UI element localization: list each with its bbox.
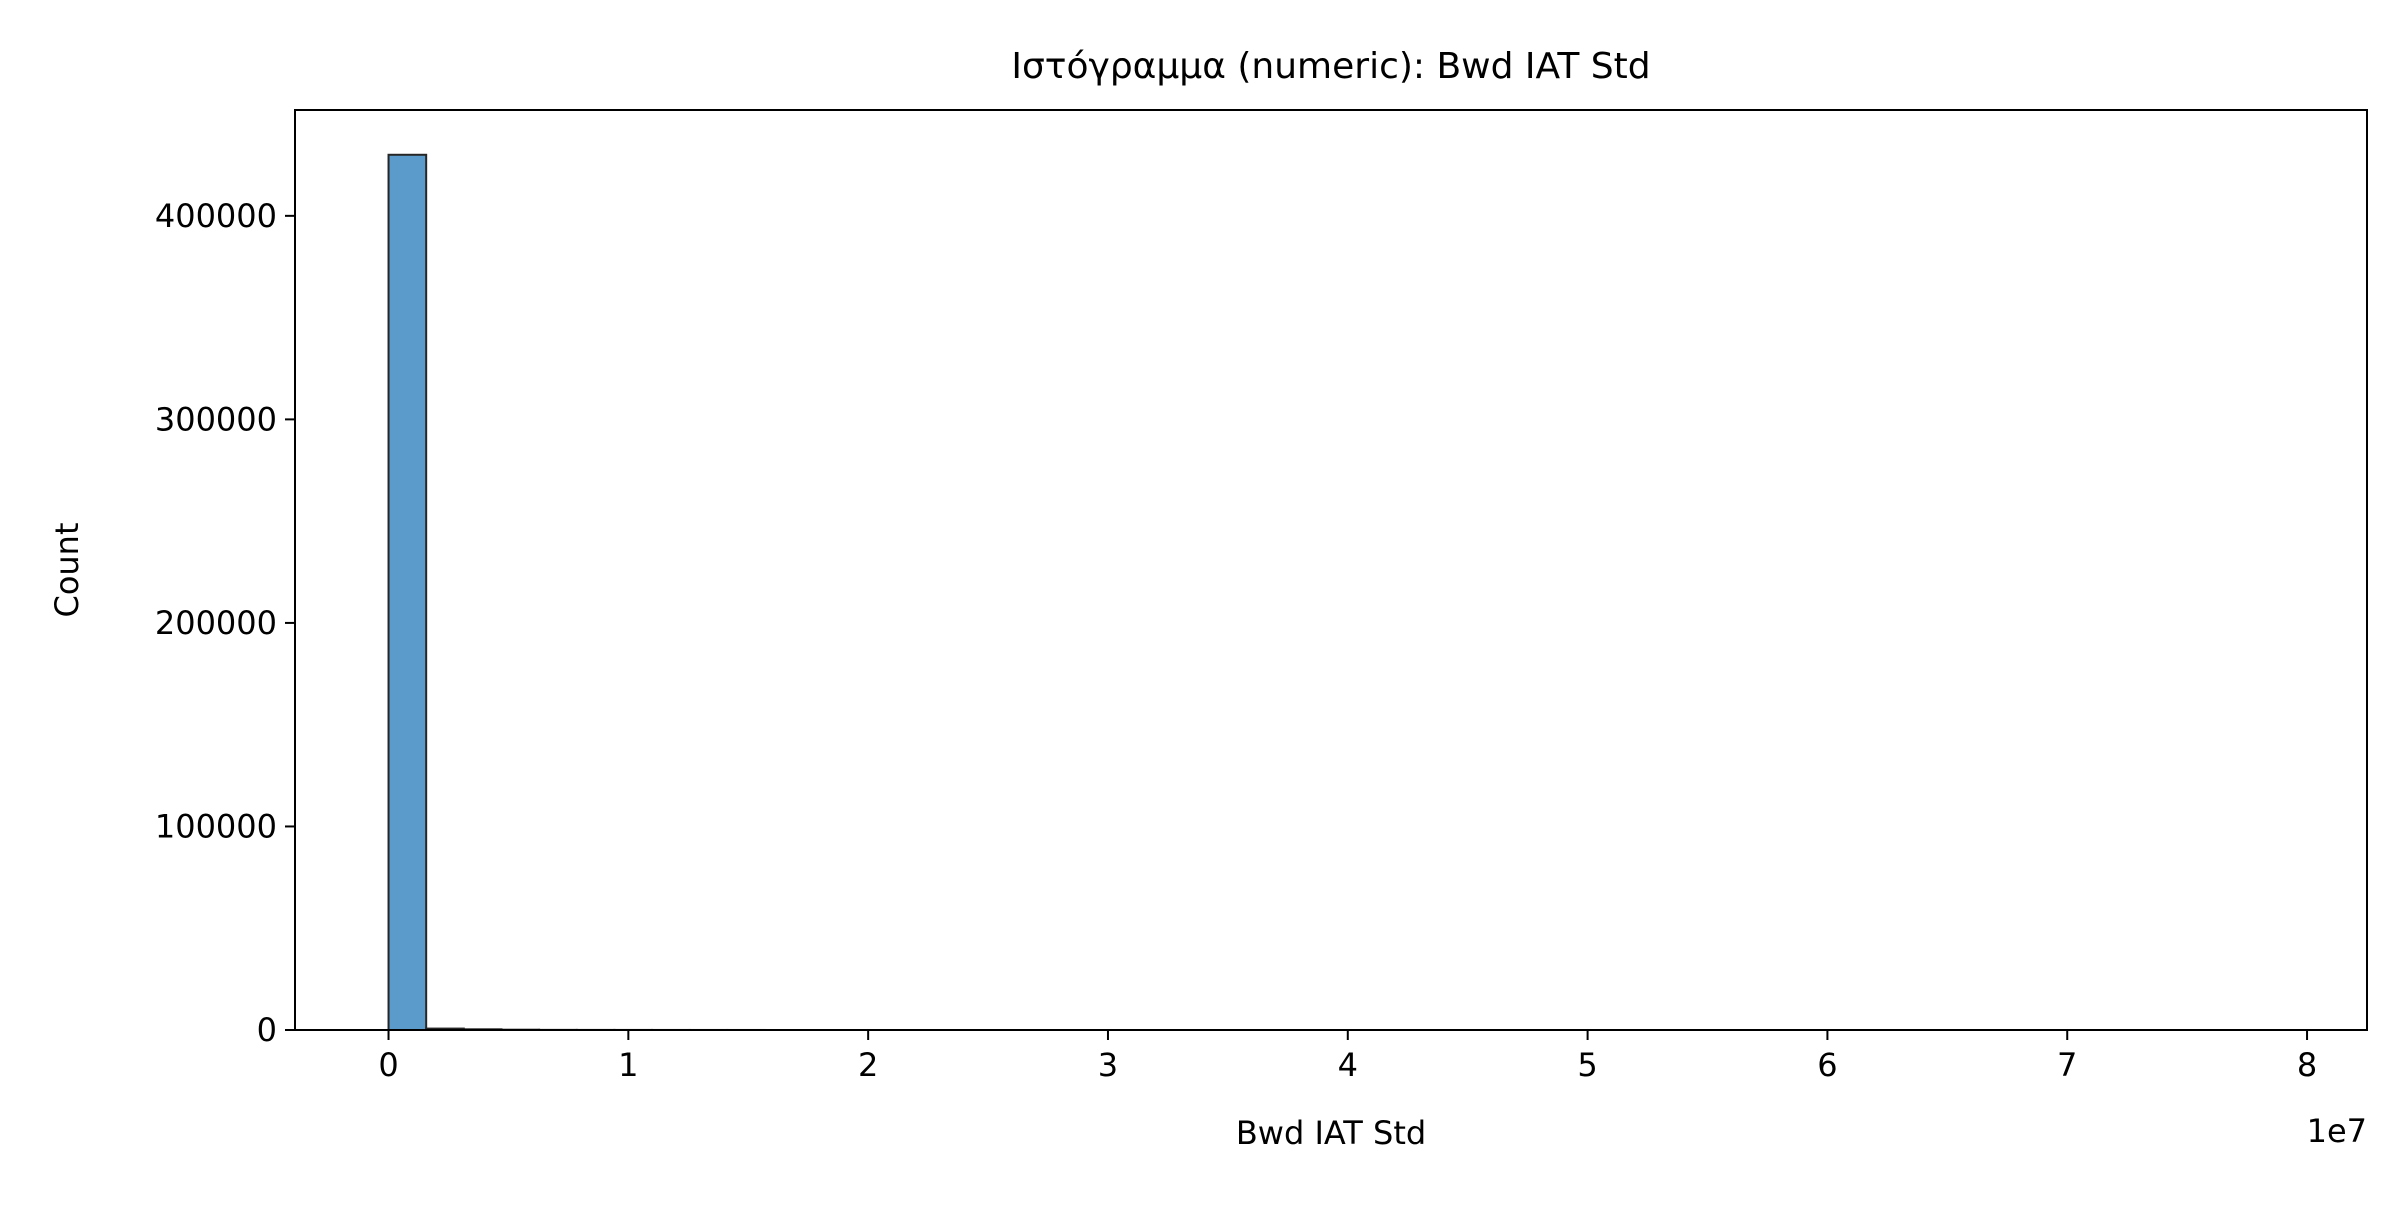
y-tick-label-2: 200000 (155, 604, 277, 642)
x-tick-label-5: 5 (1577, 1046, 1597, 1084)
x-axis-offset-label: 1e7 (2307, 1112, 2367, 1150)
x-tick-label-7: 7 (2057, 1046, 2077, 1084)
y-tick-label-4: 400000 (155, 197, 277, 235)
x-axis-label: Bwd IAT Std (1236, 1114, 1426, 1152)
y-tick-label-3: 300000 (155, 400, 277, 438)
x-tick-label-8: 8 (2297, 1046, 2317, 1084)
x-axis-ticks: 0 1 2 3 4 5 6 7 8 (378, 1030, 2317, 1084)
y-tick-label-1: 100000 (155, 807, 277, 845)
x-tick-label-0: 0 (378, 1046, 398, 1084)
x-tick-label-3: 3 (1098, 1046, 1118, 1084)
x-tick-label-6: 6 (1817, 1046, 1837, 1084)
y-axis-label: Count (48, 522, 86, 617)
plot-area-frame (295, 110, 2367, 1030)
x-tick-label-2: 2 (858, 1046, 878, 1084)
chart-title: Ιστόγραμμα (numeric): Bwd IAT Std (1011, 46, 1650, 87)
y-axis-ticks: 0 100000 200000 300000 400000 (155, 197, 295, 1049)
bars-group (389, 155, 766, 1030)
histogram-bar-0 (389, 155, 427, 1030)
x-tick-label-4: 4 (1338, 1046, 1358, 1084)
y-tick-label-0: 0 (257, 1011, 277, 1049)
x-tick-label-1: 1 (618, 1046, 638, 1084)
